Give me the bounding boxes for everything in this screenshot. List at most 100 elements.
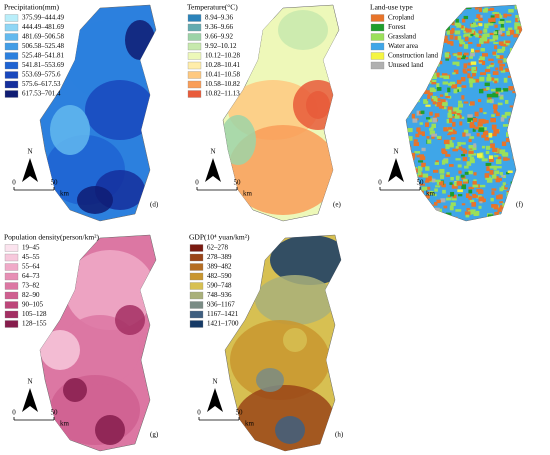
land-patch bbox=[432, 178, 436, 183]
land-patch bbox=[419, 75, 425, 80]
land-patch bbox=[488, 58, 494, 61]
legend-swatch bbox=[4, 272, 19, 281]
land-patch bbox=[406, 75, 411, 78]
land-patch bbox=[502, 88, 509, 92]
land-patch bbox=[413, 142, 419, 147]
legend-label: 8.94–9.36 bbox=[205, 14, 234, 22]
land-patch bbox=[464, 165, 469, 169]
land-patch bbox=[483, 39, 490, 44]
land-patch bbox=[461, 148, 466, 151]
land-patch bbox=[451, 184, 458, 189]
land-patch bbox=[412, 5, 418, 10]
land-patch bbox=[450, 202, 456, 207]
land-patch bbox=[411, 196, 417, 201]
legend-swatch bbox=[187, 61, 202, 70]
land-patch bbox=[430, 26, 437, 29]
land-patch bbox=[478, 127, 485, 132]
land-patch bbox=[433, 193, 437, 197]
legend-swatch bbox=[4, 71, 19, 79]
land-patch bbox=[505, 184, 509, 188]
land-patch bbox=[494, 212, 499, 215]
land-patch bbox=[449, 142, 454, 148]
land-patch bbox=[451, 196, 457, 201]
land-patch bbox=[407, 221, 413, 225]
land-patch bbox=[438, 27, 445, 31]
north-arrow bbox=[22, 388, 38, 412]
land-patch bbox=[413, 197, 419, 201]
land-patch bbox=[481, 158, 488, 162]
legend-label: 389–482 bbox=[207, 263, 232, 271]
land-patch bbox=[520, 35, 522, 39]
land-patch bbox=[436, 83, 440, 88]
land-patch bbox=[433, 72, 437, 78]
land-patch bbox=[470, 48, 474, 53]
land-patch bbox=[461, 85, 467, 88]
land-patch bbox=[429, 111, 433, 116]
land-patch bbox=[498, 177, 502, 181]
land-patch bbox=[515, 88, 522, 91]
land-patch bbox=[461, 18, 466, 23]
land-patch bbox=[436, 30, 442, 35]
land-patch bbox=[496, 55, 500, 59]
land-patch bbox=[493, 165, 497, 170]
legend-swatch bbox=[370, 33, 385, 41]
land-patch bbox=[417, 70, 421, 74]
land-patch bbox=[431, 81, 437, 85]
legend-swatch bbox=[189, 282, 204, 290]
land-patch bbox=[465, 193, 470, 199]
zone bbox=[228, 125, 338, 215]
land-patch bbox=[506, 131, 511, 137]
land-patch bbox=[469, 101, 475, 106]
zone bbox=[256, 368, 284, 392]
land-patch bbox=[476, 43, 482, 47]
land-patch bbox=[499, 201, 503, 204]
land-patch bbox=[469, 55, 473, 59]
land-patch bbox=[513, 222, 516, 224]
land-patch bbox=[520, 22, 522, 25]
land-patch bbox=[481, 145, 486, 149]
land-patch bbox=[437, 8, 442, 11]
land-patch bbox=[504, 222, 508, 226]
legend-swatch bbox=[187, 33, 202, 41]
land-patch bbox=[406, 165, 409, 170]
land-patch bbox=[519, 157, 522, 162]
land-patch bbox=[431, 123, 436, 129]
land-patch bbox=[437, 98, 441, 102]
land-patch bbox=[520, 139, 522, 145]
land-patch bbox=[472, 128, 476, 132]
land-patch bbox=[425, 166, 430, 171]
land-patch bbox=[435, 16, 442, 20]
legend-label: 9.36–9.66 bbox=[205, 23, 234, 31]
land-patch bbox=[487, 73, 491, 78]
zone bbox=[223, 115, 256, 165]
land-patch bbox=[497, 13, 501, 16]
land-patch bbox=[457, 35, 462, 41]
land-patch bbox=[491, 174, 497, 179]
zone bbox=[115, 305, 145, 335]
land-patch bbox=[406, 214, 409, 217]
map-panel: Population density(person/km²) 19–4545–55… bbox=[4, 233, 159, 452]
land-patch bbox=[491, 191, 495, 195]
land-patch bbox=[521, 117, 522, 121]
land-patch bbox=[510, 129, 516, 132]
land-patch bbox=[408, 89, 412, 94]
land-patch bbox=[417, 166, 423, 171]
land-patch bbox=[456, 181, 463, 186]
land-patch bbox=[501, 141, 507, 147]
land-patch bbox=[429, 19, 433, 24]
land-patch bbox=[454, 9, 461, 13]
land-patch bbox=[469, 121, 475, 127]
land-patch bbox=[406, 80, 410, 85]
land-patch bbox=[500, 94, 504, 98]
land-patch bbox=[515, 164, 521, 168]
land-patch bbox=[513, 133, 518, 138]
land-patch bbox=[504, 223, 509, 225]
land-patch bbox=[520, 159, 522, 165]
land-patch bbox=[407, 103, 412, 108]
land-patch bbox=[427, 139, 432, 144]
land-patch bbox=[434, 188, 438, 192]
land-patch bbox=[442, 131, 449, 134]
region-fill bbox=[223, 10, 339, 215]
legend-label: 62–278 bbox=[207, 244, 229, 252]
land-patch bbox=[493, 31, 498, 35]
